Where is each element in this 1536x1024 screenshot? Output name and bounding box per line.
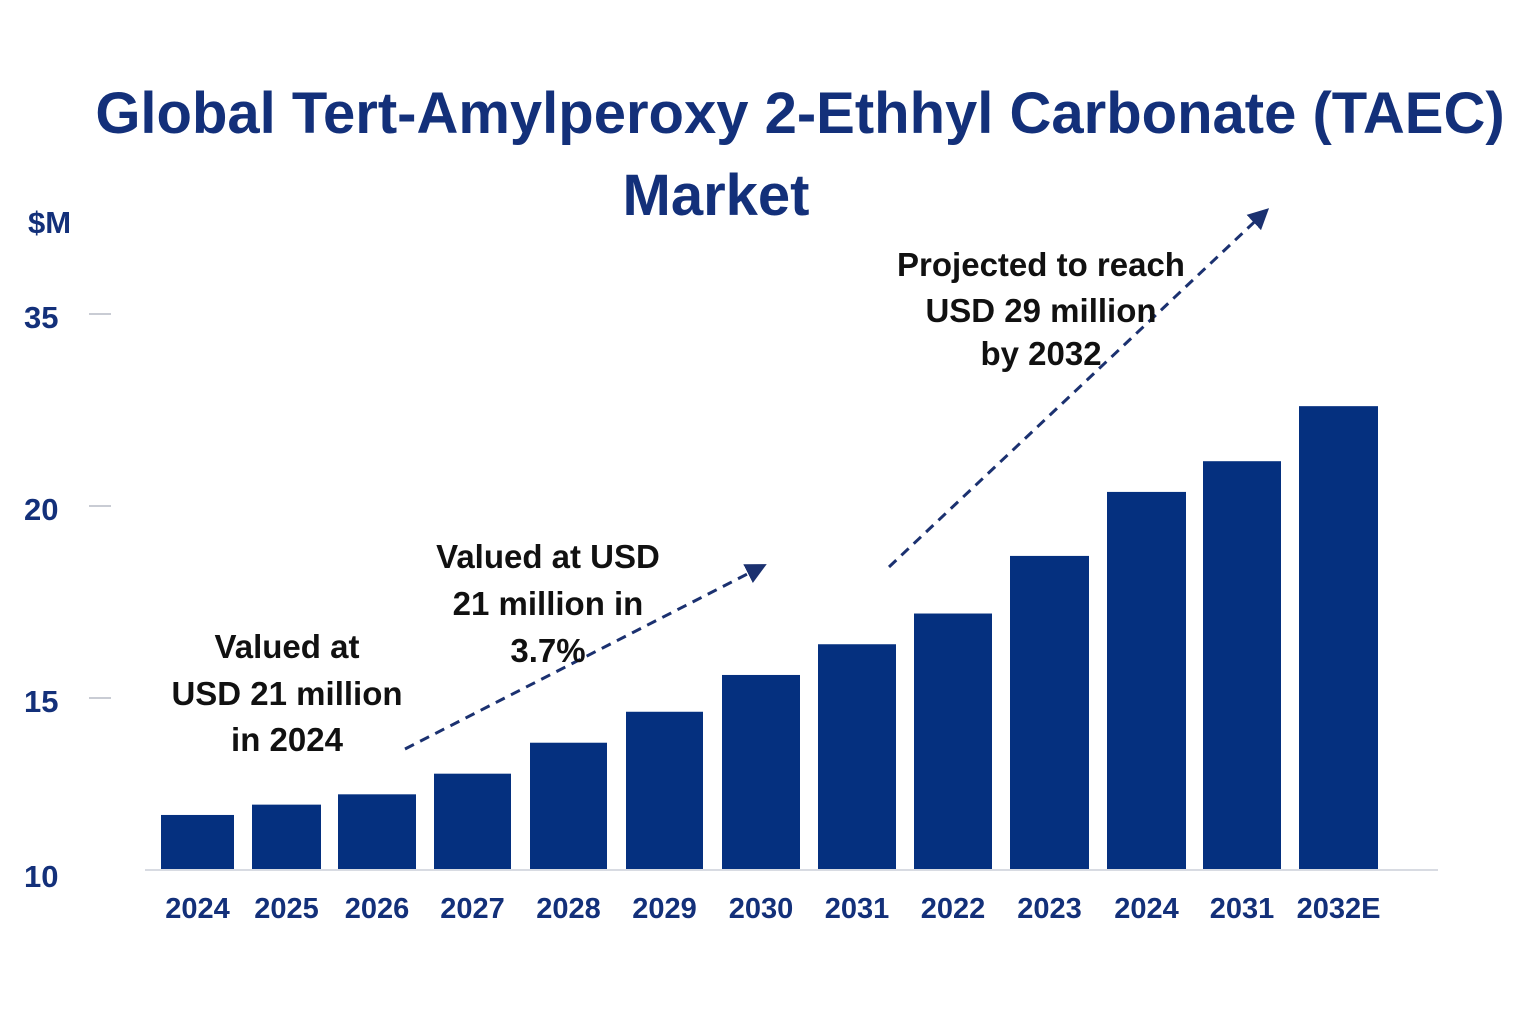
x-tick-label: 2026 [345, 893, 410, 925]
bar-series [161, 406, 1378, 870]
bar [914, 613, 992, 870]
bar [530, 742, 607, 870]
annotation-line: by 2032 [980, 335, 1101, 372]
x-tick-label: 2028 [536, 893, 601, 925]
x-axis-ticks: 2024 2025 2026 2027 2028 2029 2030 2031 2022 2023… [165, 893, 1380, 925]
bar [252, 804, 321, 870]
y-tick-label: 15 [24, 684, 58, 719]
bar [722, 674, 800, 870]
annotation-left: Valued at USD 21 million in 2024 [171, 628, 402, 758]
bar [1010, 555, 1089, 870]
annotation-line: Projected to reach [897, 246, 1185, 283]
x-tick-label: 2025 [254, 893, 319, 925]
annotation-line: USD 29 million [925, 292, 1156, 329]
annotation-line: Valued at USD [436, 538, 660, 575]
bar [1299, 406, 1378, 870]
bar [1203, 461, 1281, 870]
annotation-line: 21 million in [453, 585, 644, 622]
y-tick-label: 10 [24, 859, 58, 894]
chart-title-line-2: Market [623, 163, 810, 228]
bar [338, 794, 416, 870]
y-axis-ticks: 10 15 20 35 [24, 300, 111, 894]
annotation-right: Projected to reach USD 29 million by 2032 [897, 246, 1185, 372]
bar [434, 773, 511, 870]
chart-title-line-1: Global Tert-Amylperoxy 2-Ethhyl Carbonat… [95, 81, 1504, 146]
x-tick-label: 2029 [632, 893, 697, 925]
bar [626, 711, 703, 870]
annotation-line: 3.7% [510, 632, 585, 669]
chart-annotations: Valued at USD 21 million in 2024 Valued at … [171, 246, 1185, 758]
annotation-line: Valued at [215, 628, 360, 665]
bar [1107, 491, 1186, 870]
annotation-line: USD 21 million [171, 675, 402, 712]
trend-arrow-right [887, 208, 1270, 569]
annotation-middle: Valued at USD 21 million in 3.7% [436, 538, 660, 669]
y-axis-unit-label: $M [28, 205, 71, 240]
x-tick-label: 2031 [825, 893, 890, 925]
x-tick-label: 2023 [1017, 893, 1082, 925]
y-tick-label: 20 [24, 492, 58, 527]
annotation-line: in 2024 [231, 721, 344, 758]
bar [161, 814, 234, 870]
x-tick-label: 2024 [165, 893, 230, 925]
x-tick-label: 2027 [440, 893, 505, 925]
x-tick-label: 2030 [729, 893, 794, 925]
y-tick-label: 35 [24, 300, 58, 335]
x-tick-label: 2022 [921, 893, 986, 925]
x-tick-label: 2024 [1114, 893, 1179, 925]
x-tick-label: 2032E [1297, 893, 1381, 925]
x-tick-label: 2031 [1210, 893, 1275, 925]
bar [818, 644, 896, 870]
